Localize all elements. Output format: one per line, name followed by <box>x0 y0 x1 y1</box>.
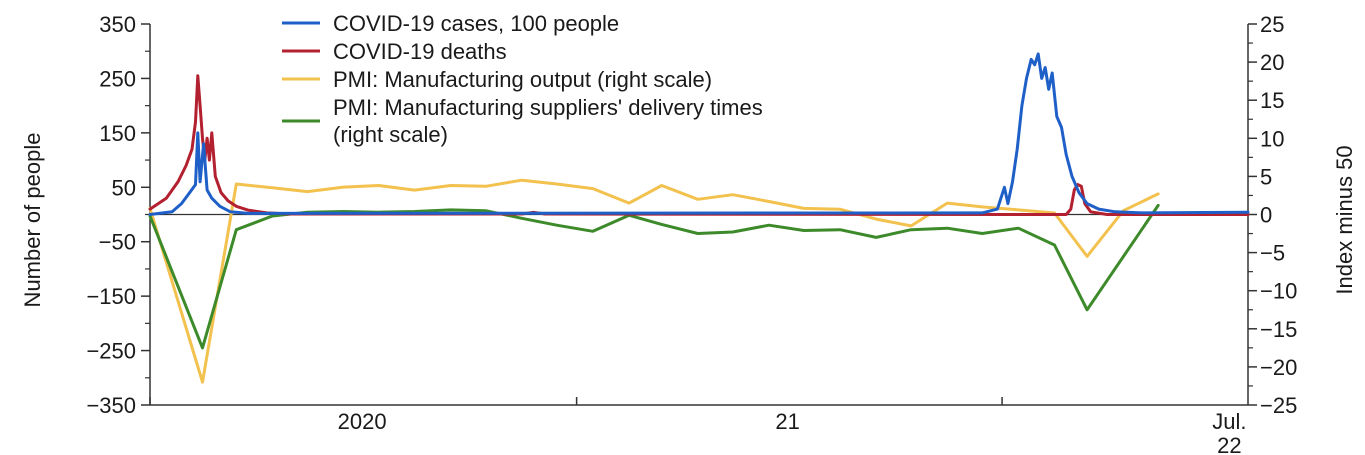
series-line-0 <box>148 52 1250 216</box>
legend: COVID-19 cases, 100 people COVID-19 deat… <box>282 11 763 147</box>
series-line-2 <box>148 178 1160 384</box>
right-tick-label: 20 <box>1260 50 1284 75</box>
series-line-3 <box>148 203 1160 350</box>
left-tick-label: −250 <box>86 339 136 364</box>
x-tick-label: 21 <box>775 409 799 434</box>
left-tick-label: 50 <box>112 175 136 200</box>
right-tick-label: 10 <box>1260 126 1284 151</box>
left-tick-label: −150 <box>86 284 136 309</box>
legend-label-pmi-delivery-line2: (right scale) <box>333 122 448 147</box>
right-tick-label: 0 <box>1260 203 1272 228</box>
left-tick-label: 250 <box>99 66 136 91</box>
right-tick-label: 5 <box>1260 164 1272 189</box>
legend-label-cases: COVID-19 cases, 100 people <box>333 11 619 36</box>
right-axis-title: Index minus 50 <box>1332 145 1357 294</box>
left-tick-label: 150 <box>99 121 136 146</box>
x-tick-label: 2020 <box>338 409 387 434</box>
left-tick-label: −50 <box>99 230 136 255</box>
x-axis-ticks: 2020 21 Jul.22 <box>149 397 1246 455</box>
right-tick-label: −25 <box>1260 393 1297 418</box>
right-tick-label: −15 <box>1260 317 1297 342</box>
x-tick-label: Jul. <box>1212 409 1246 434</box>
right-tick-label: −20 <box>1260 355 1297 380</box>
left-axis-title: Number of people <box>20 133 45 308</box>
right-axis-ticks: 25 20 15 10 5 0 −5 −10 −15 −20 −25 <box>1248 12 1297 418</box>
left-tick-label: −350 <box>86 393 136 418</box>
right-tick-label: 15 <box>1260 88 1284 113</box>
right-tick-label: −10 <box>1260 279 1297 304</box>
right-tick-label: −5 <box>1260 241 1285 266</box>
series-layer <box>148 52 1250 384</box>
legend-label-pmi-output: PMI: Manufacturing output (right scale) <box>333 67 712 92</box>
right-tick-label: 25 <box>1260 12 1284 37</box>
left-tick-label: 350 <box>99 12 136 37</box>
legend-label-deaths: COVID-19 deaths <box>333 39 507 64</box>
x-tick-label-line2: 22 <box>1217 433 1241 455</box>
left-axis-ticks: 350 250 150 50 −50 −150 −250 −350 <box>86 12 150 418</box>
legend-label-pmi-delivery: PMI: Manufacturing suppliers' delivery t… <box>333 95 763 120</box>
